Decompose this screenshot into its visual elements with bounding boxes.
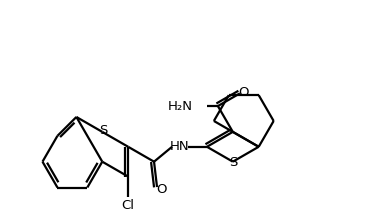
Text: HN: HN (170, 140, 190, 153)
Text: Cl: Cl (122, 199, 135, 213)
Text: S: S (229, 156, 237, 169)
Text: S: S (99, 124, 107, 137)
Text: O: O (239, 86, 249, 99)
Text: H₂N: H₂N (168, 99, 192, 113)
Text: O: O (156, 182, 166, 196)
